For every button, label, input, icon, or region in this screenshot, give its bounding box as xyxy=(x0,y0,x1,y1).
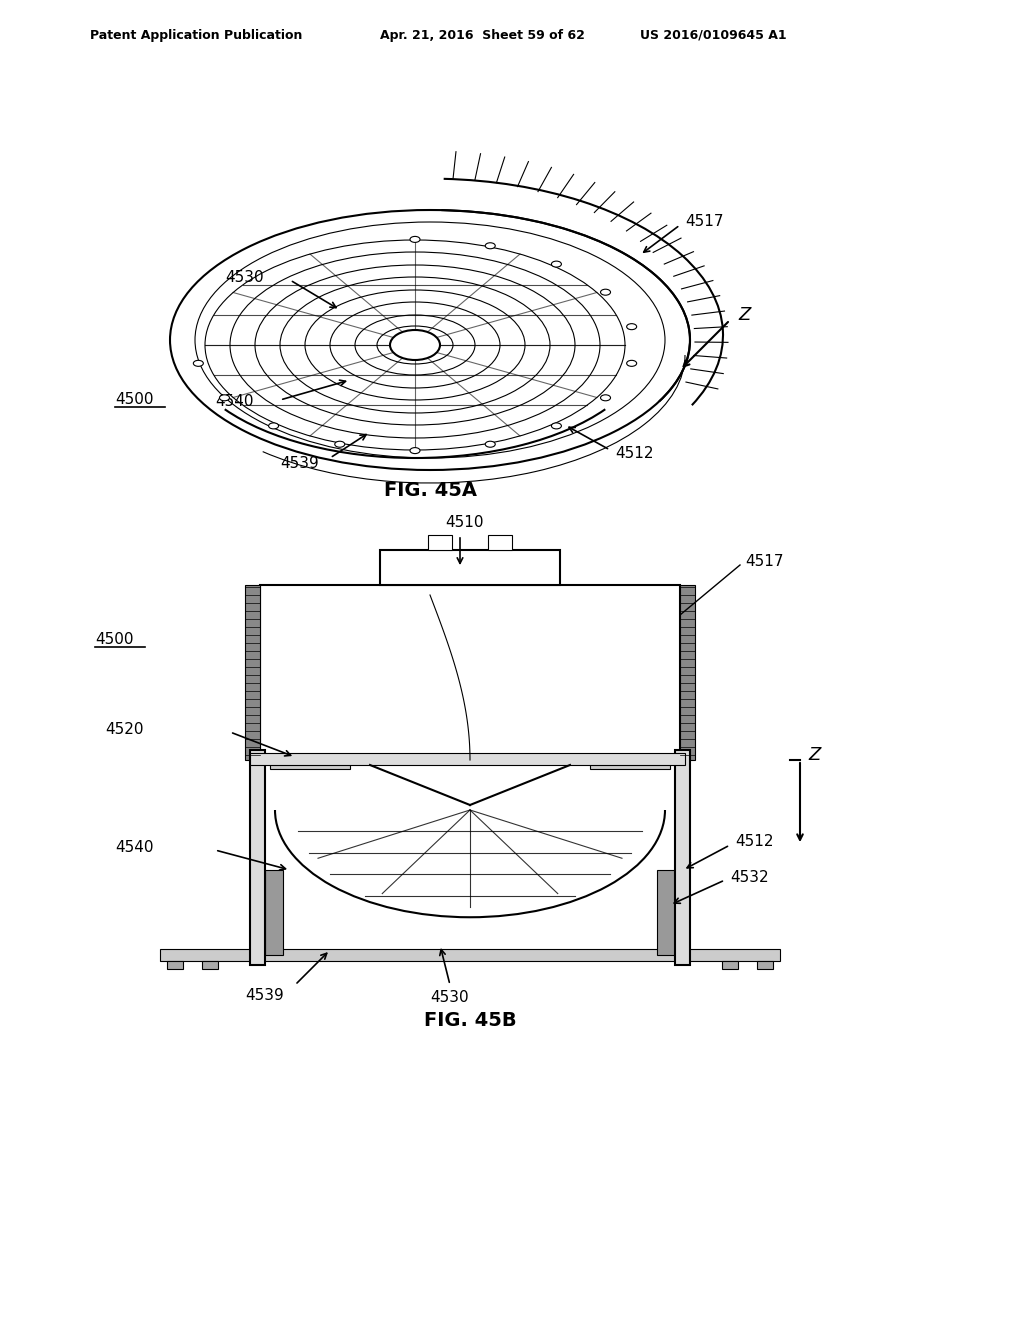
Ellipse shape xyxy=(600,289,610,296)
Text: 4500: 4500 xyxy=(115,392,154,408)
Text: 4540: 4540 xyxy=(115,840,154,854)
Ellipse shape xyxy=(600,395,610,401)
Ellipse shape xyxy=(335,441,345,447)
Text: 4512: 4512 xyxy=(735,834,773,850)
FancyBboxPatch shape xyxy=(488,535,512,550)
Text: US 2016/0109645 A1: US 2016/0109645 A1 xyxy=(640,29,786,41)
Text: 4500: 4500 xyxy=(95,632,133,648)
FancyBboxPatch shape xyxy=(160,949,780,961)
Text: 4540: 4540 xyxy=(215,395,254,409)
Ellipse shape xyxy=(194,360,204,367)
Text: Apr. 21, 2016  Sheet 59 of 62: Apr. 21, 2016 Sheet 59 of 62 xyxy=(380,29,585,41)
Text: FIG. 45B: FIG. 45B xyxy=(424,1011,516,1030)
Text: 4510: 4510 xyxy=(445,515,484,531)
Text: 4530: 4530 xyxy=(430,990,469,1005)
FancyBboxPatch shape xyxy=(167,961,183,969)
FancyBboxPatch shape xyxy=(250,752,685,766)
Text: 4539: 4539 xyxy=(280,455,318,470)
Text: 4520: 4520 xyxy=(105,722,143,737)
Text: Z: Z xyxy=(738,306,751,323)
FancyBboxPatch shape xyxy=(260,585,680,760)
Ellipse shape xyxy=(410,447,420,454)
Ellipse shape xyxy=(551,261,561,267)
FancyBboxPatch shape xyxy=(250,750,265,965)
FancyBboxPatch shape xyxy=(680,585,695,760)
Ellipse shape xyxy=(410,236,420,243)
FancyBboxPatch shape xyxy=(202,961,218,969)
FancyBboxPatch shape xyxy=(590,755,670,770)
Ellipse shape xyxy=(627,323,637,330)
FancyBboxPatch shape xyxy=(657,870,675,954)
Ellipse shape xyxy=(390,330,440,360)
Text: 4517: 4517 xyxy=(685,214,724,230)
Ellipse shape xyxy=(268,422,279,429)
Text: Patent Application Publication: Patent Application Publication xyxy=(90,29,302,41)
FancyBboxPatch shape xyxy=(265,870,283,954)
Text: FIG. 45A: FIG. 45A xyxy=(384,480,476,499)
FancyBboxPatch shape xyxy=(675,750,690,965)
FancyBboxPatch shape xyxy=(380,550,560,585)
Ellipse shape xyxy=(219,395,229,401)
Text: 4532: 4532 xyxy=(730,870,769,884)
FancyBboxPatch shape xyxy=(722,961,738,969)
FancyBboxPatch shape xyxy=(757,961,773,969)
FancyBboxPatch shape xyxy=(270,755,350,770)
Text: 4512: 4512 xyxy=(615,446,653,461)
Text: 4530: 4530 xyxy=(225,269,263,285)
Ellipse shape xyxy=(627,360,637,367)
FancyBboxPatch shape xyxy=(245,585,260,760)
Text: 4517: 4517 xyxy=(745,554,783,569)
Text: Z: Z xyxy=(808,746,820,764)
Ellipse shape xyxy=(551,422,561,429)
Text: 4539: 4539 xyxy=(245,987,284,1002)
Ellipse shape xyxy=(485,441,496,447)
Ellipse shape xyxy=(485,243,496,248)
FancyBboxPatch shape xyxy=(428,535,452,550)
